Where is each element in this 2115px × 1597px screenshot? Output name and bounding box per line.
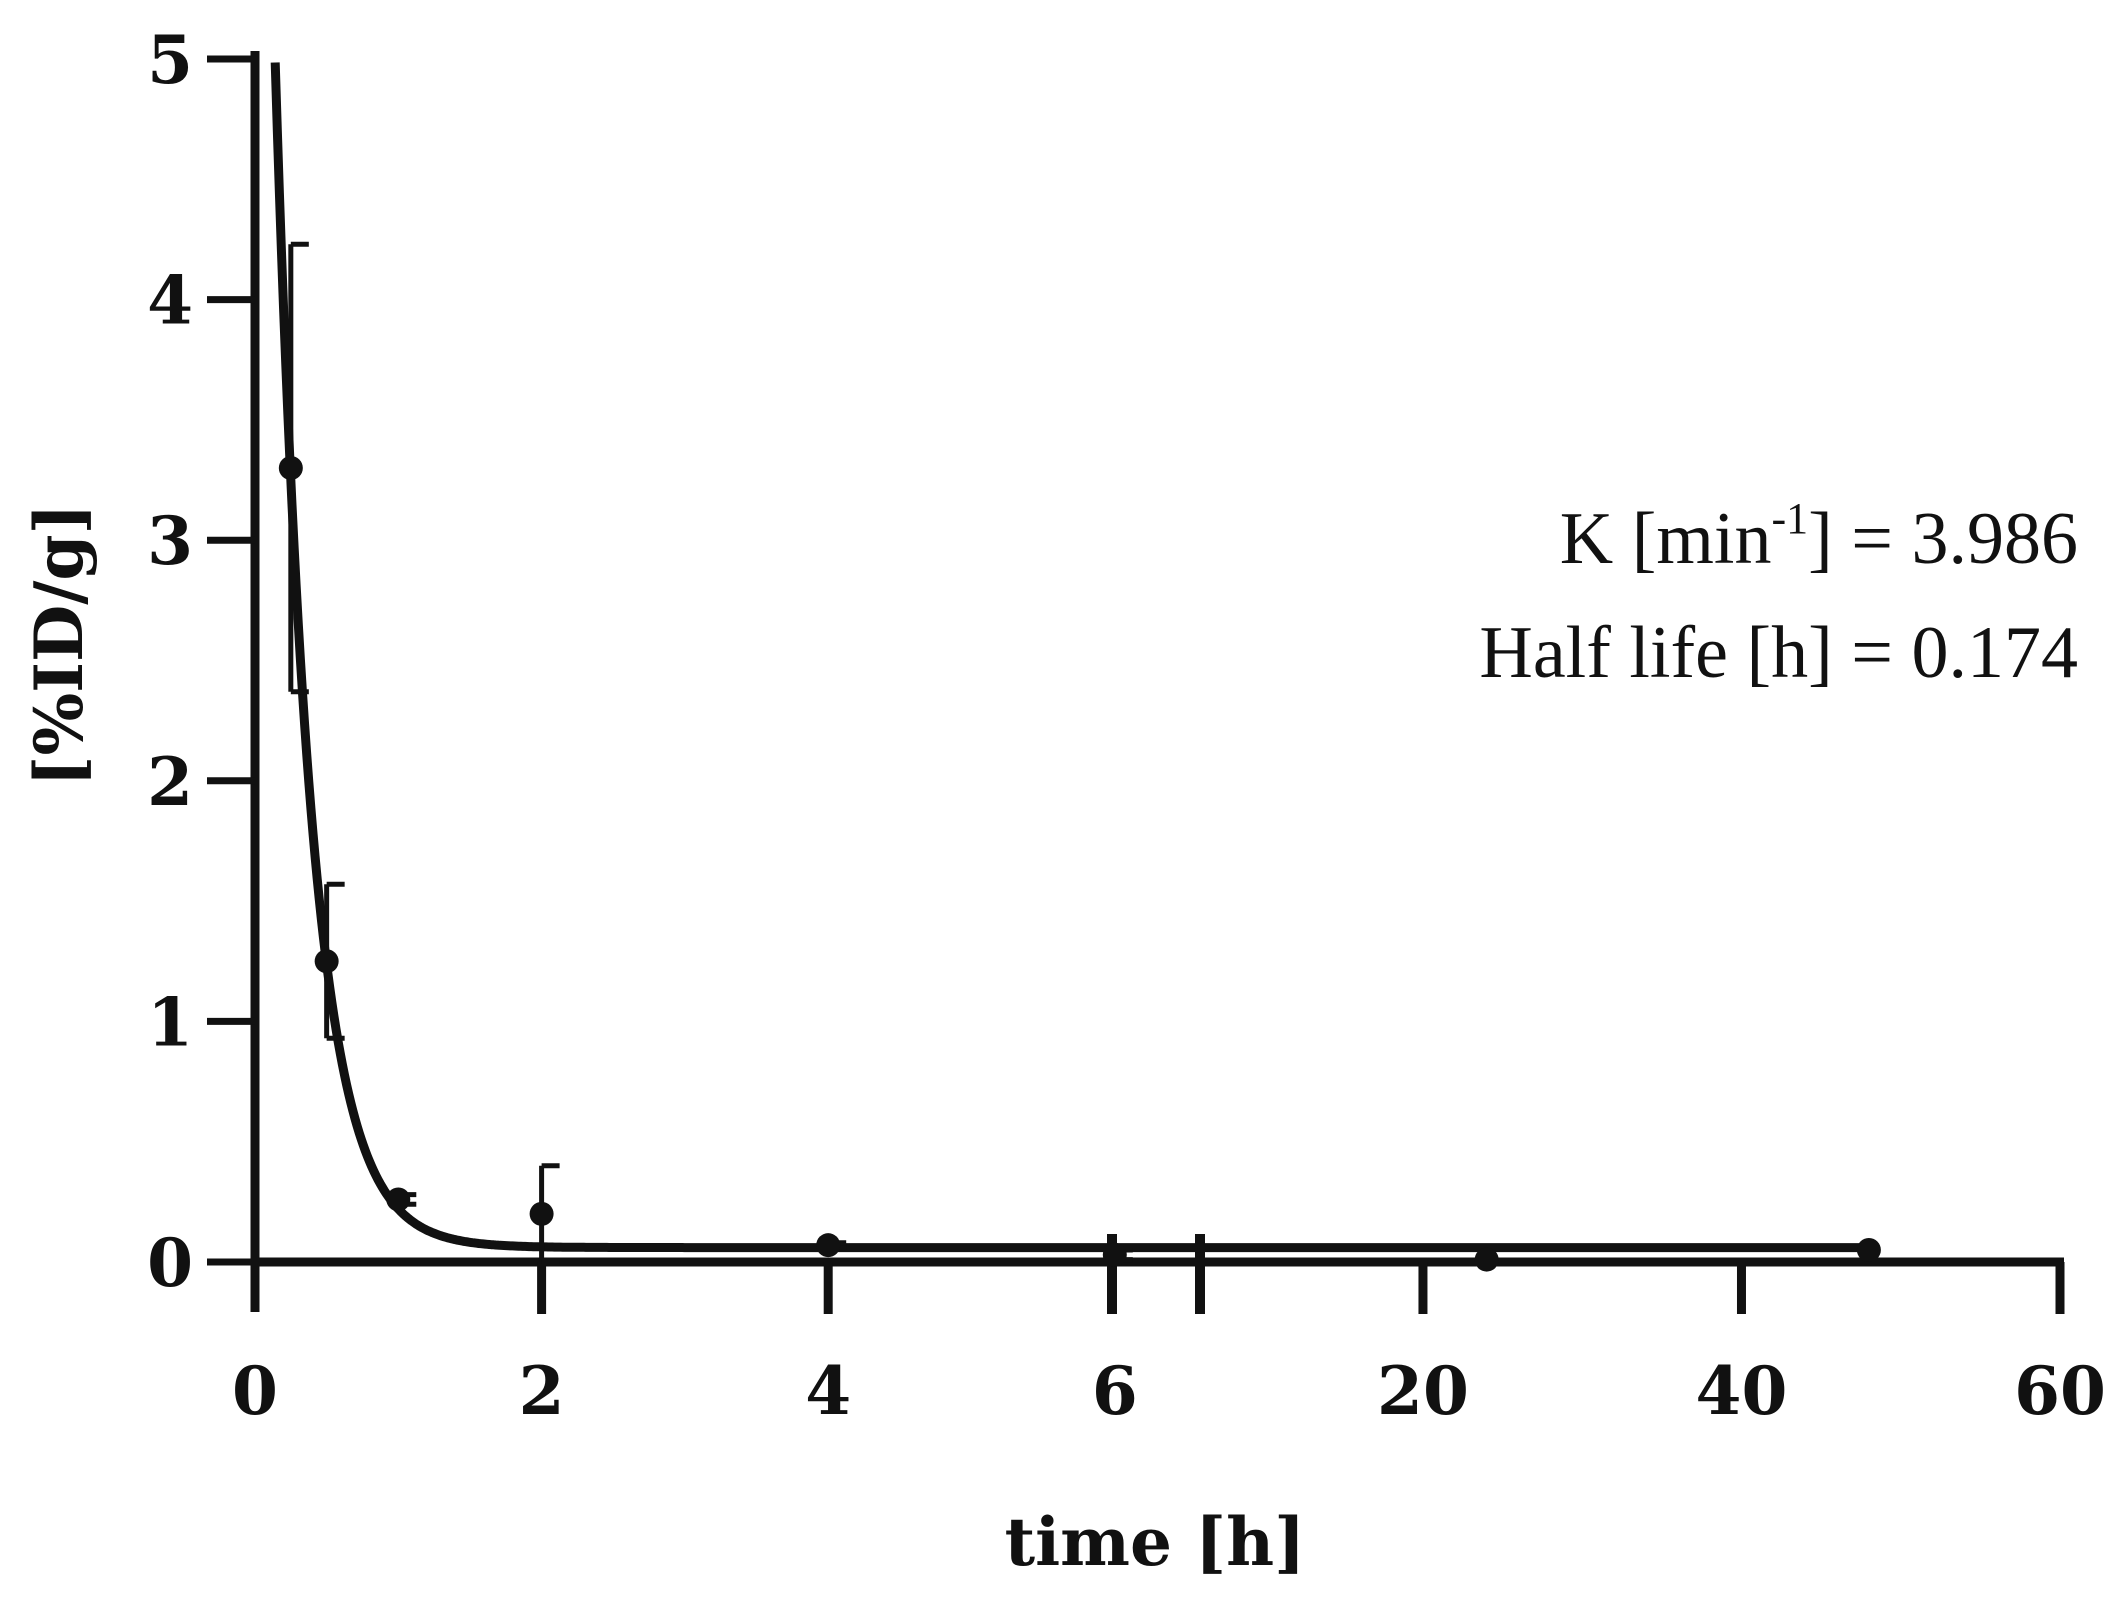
x-tick-label: 2 [519, 1352, 565, 1430]
data-point [816, 1233, 841, 1258]
y-axis-title: [%ID/g] [20, 503, 98, 787]
x-tick-label: 0 [232, 1352, 278, 1430]
axes [207, 51, 2065, 1314]
data-point [314, 949, 339, 974]
k-superscript: -1 [1771, 494, 1808, 543]
data-point [1102, 1242, 1127, 1267]
data-points-layer [278, 241, 1881, 1272]
x-tick-label: 20 [1377, 1352, 1469, 1430]
x-tick-label: 4 [805, 1352, 851, 1430]
y-tick-label: 0 [147, 1224, 193, 1302]
tick-labels: 0 1 2 3 4 5 0 2 4 6 20 40 60 [147, 21, 2106, 1430]
y-tick-label: 3 [147, 502, 193, 580]
half-life-annotation: Half life [h] = 0.174 [1479, 612, 2078, 694]
y-tick-label: 4 [147, 262, 193, 340]
y-tick-label: 5 [147, 21, 193, 99]
data-point [386, 1187, 411, 1212]
x-axis-title: time [h] [1005, 1503, 1306, 1581]
x-tick-label: 60 [2014, 1352, 2106, 1430]
k-suffix: ] = 3.986 [1808, 498, 2078, 580]
data-point [529, 1201, 554, 1226]
y-tick-label: 1 [147, 983, 193, 1061]
x-tick-label: 6 [1092, 1352, 1138, 1430]
k-prefix: K [min [1560, 498, 1772, 580]
x-tick-label: 40 [1696, 1352, 1788, 1430]
data-point [278, 456, 303, 481]
data-point [1856, 1237, 1881, 1262]
k-annotation: K [min-1] = 3.986 [1560, 494, 2078, 580]
y-tick-label: 2 [147, 743, 193, 821]
fit-curve-layer [270, 62, 1869, 1253]
data-point [1474, 1247, 1499, 1272]
fit-curve [270, 62, 1869, 1253]
